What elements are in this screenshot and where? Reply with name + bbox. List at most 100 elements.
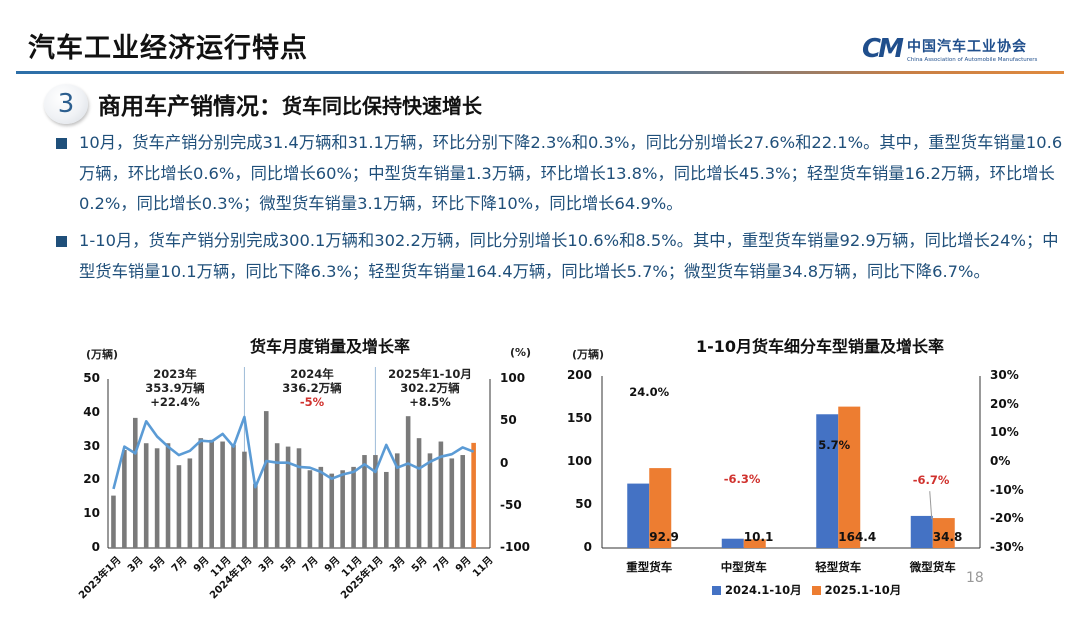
left-y-tick-label: 40 [83, 404, 100, 419]
bullet-text: 1-10月，货车产销分别完成300.1万辆和302.2万辆，同比分别增长10.6… [79, 231, 1059, 281]
monthly-sales-bar [111, 495, 116, 548]
annotation-line: 336.2万辆 [282, 381, 342, 395]
annotation-line: 2024年 [290, 367, 334, 381]
label-leader-line [929, 491, 933, 520]
bar-2024 [910, 515, 933, 548]
left-y-tick-label: 10 [83, 506, 100, 521]
left-y-tick-label: 30 [83, 438, 100, 453]
monthly-sales-bar [187, 458, 193, 548]
right-y-tick-label: 0 [583, 540, 592, 554]
legend-label: 2024.1-10月 [725, 583, 802, 597]
right-y-tick-label: 50 [575, 497, 592, 511]
monthly-sales-bar [220, 441, 225, 548]
logo-en-text: China Association of Automobile Manufact… [906, 56, 1038, 63]
bullet-october: 10月，货车产销分别完成31.4万辆和31.1万辆，环比分别下降2.3%和0.3… [56, 128, 1066, 220]
left-chart-y-unit: (万辆) [86, 348, 119, 361]
growth-rate-label: 24.0% [629, 385, 670, 400]
monthly-sales-bar [351, 466, 356, 548]
legend-item-2024: 2024.1-10月 [712, 582, 802, 598]
annotation-line: +8.5% [409, 395, 451, 409]
monthly-sales-bar [449, 458, 455, 548]
left-y-tick-label: 20 [83, 472, 100, 487]
bullet-square-icon [56, 236, 67, 247]
annotation-line: -5% [299, 395, 325, 409]
right-y2-tick-label: -10% [990, 482, 1024, 497]
year-annotation: 2025年1-10月 302.2万辆 +8.5% [380, 367, 480, 409]
annotation-line: 302.2万辆 [400, 381, 460, 395]
legend-swatch-blue [712, 585, 721, 595]
left-y2-tick-label: 100 [500, 371, 526, 385]
left-y-tick-label: 0 [91, 540, 100, 554]
right-y-tick-label: 200 [566, 368, 592, 382]
right-y2-tick-label: -30% [990, 540, 1024, 554]
monthly-sales-bar [460, 455, 466, 548]
growth-rate-line [112, 415, 475, 490]
bar-2024 [816, 414, 839, 548]
left-chart-title: 货车月度销量及增长率 [249, 337, 410, 356]
bar-2025 [838, 406, 861, 548]
legend-item-2025: 2025.1-10月 [811, 582, 901, 598]
monthly-sales-bar [307, 470, 313, 548]
right-chart-y-unit: (万辆) [572, 348, 605, 361]
section-title: 商用车产销情况： [98, 94, 282, 120]
left-y2-tick-label: -50 [500, 497, 522, 512]
monthly-sales-bar [231, 444, 236, 548]
monthly-sales-bar [274, 443, 280, 548]
legend-swatch-orange [811, 585, 821, 595]
monthly-sales-bar [154, 448, 160, 548]
bar-value-label: 10.1 [743, 530, 774, 544]
monthly-sales-bar [427, 453, 433, 548]
right-y2-tick-label: 20% [990, 396, 1019, 411]
monthly-sales-bar [198, 438, 204, 548]
logo-cn-text: 中国汽车工业协会 [906, 38, 1027, 55]
right-y2-tick-label: -20% [990, 511, 1024, 526]
monthly-sales-bar [165, 443, 171, 548]
monthly-sales-bar [318, 466, 324, 548]
bar-value-label: 34.8 [932, 530, 963, 544]
monthly-sales-bar [263, 411, 269, 548]
section-subtitle: 货车同比保持快速增长 [282, 93, 482, 118]
page-title: 汽车工业经济运行特点 [28, 33, 308, 64]
header-divider [16, 71, 1064, 74]
right-y-tick-label: 150 [566, 411, 592, 425]
category-label: 中型货车 [720, 560, 767, 574]
page-number: 18 [966, 570, 984, 586]
monthly-sales-bar [405, 416, 411, 548]
monthly-sales-bar [362, 455, 367, 548]
monthly-sales-bar [242, 451, 247, 548]
bar-2024 [627, 483, 650, 548]
caam-logo: CM 中国汽车工业协会 China Association of Automob… [862, 34, 1037, 64]
bullet-text: 10月，货车产销分别完成31.4万辆和31.1万辆，环比分别下降2.3%和0.3… [79, 133, 1063, 213]
right-y2-tick-label: 10% [990, 425, 1019, 440]
section-number-badge: 3 [44, 84, 88, 124]
annotation-line: 2025年1-10月 [388, 367, 472, 381]
monthly-sales-bar [209, 439, 214, 548]
annotation-line: 2023年 [153, 367, 197, 381]
category-label: 微型货车 [909, 560, 956, 574]
bullet-square-icon [56, 138, 67, 149]
growth-rate-label: -6.3% [723, 472, 761, 487]
left-y2-tick-label: 50 [500, 413, 517, 428]
left-chart-y2-unit: (%) [510, 346, 532, 359]
monthly-sales-bar [416, 438, 422, 548]
monthly-sales-bar [296, 448, 302, 548]
year-annotation: 2023年 353.9万辆 +22.4% [125, 367, 225, 409]
annotation-line: 353.9万辆 [145, 381, 205, 395]
left-y2-tick-label: 0 [500, 455, 509, 470]
right-y2-tick-label: 30% [990, 368, 1019, 382]
monthly-sales-bar [132, 417, 138, 548]
annotation-line: +22.4% [150, 395, 200, 409]
monthly-sales-bar [329, 473, 335, 548]
growth-rate-label: -6.7% [912, 473, 950, 488]
growth-rate-label: 5.7% [818, 437, 851, 452]
monthly-sales-bar [176, 465, 182, 548]
category-label: 重型货车 [626, 560, 673, 574]
caam-logo-icon: CM [862, 34, 904, 64]
right-y2-tick-label: 0% [990, 454, 1011, 468]
monthly-sales-bar [340, 470, 345, 548]
bar-2024 [721, 538, 744, 548]
monthly-sales-bar [143, 443, 149, 548]
monthly-sales-bar [471, 442, 476, 548]
right-chart-title: 1-10月货车细分车型销量及增长率 [695, 337, 945, 356]
monthly-sales-bar [394, 453, 400, 548]
